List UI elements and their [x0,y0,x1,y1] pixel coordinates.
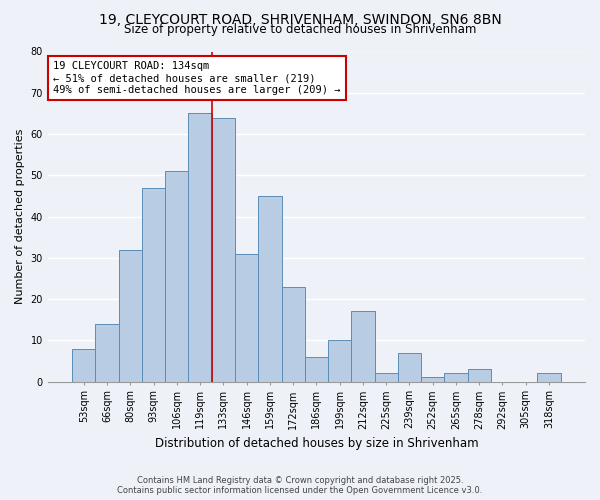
Bar [328,340,351,382]
Bar [374,374,398,382]
Bar [445,374,467,382]
Bar [119,250,142,382]
Text: 19, CLEYCOURT ROAD, SHRIVENHAM, SWINDON, SN6 8BN: 19, CLEYCOURT ROAD, SHRIVENHAM, SWINDON,… [98,12,502,26]
Text: 19 CLEYCOURT ROAD: 134sqm
← 51% of detached houses are smaller (219)
49% of semi: 19 CLEYCOURT ROAD: 134sqm ← 51% of detac… [53,62,341,94]
Bar [258,196,281,382]
Bar [188,114,212,382]
Bar [281,286,305,382]
X-axis label: Distribution of detached houses by size in Shrivenham: Distribution of detached houses by size … [155,437,478,450]
Text: Contains HM Land Registry data © Crown copyright and database right 2025.
Contai: Contains HM Land Registry data © Crown c… [118,476,482,495]
Bar [235,254,258,382]
Bar [538,374,560,382]
Y-axis label: Number of detached properties: Number of detached properties [15,129,25,304]
Bar [212,118,235,382]
Bar [142,188,165,382]
Bar [398,352,421,382]
Bar [72,348,95,382]
Bar [305,357,328,382]
Bar [95,324,119,382]
Bar [165,171,188,382]
Bar [351,312,374,382]
Text: Size of property relative to detached houses in Shrivenham: Size of property relative to detached ho… [124,22,476,36]
Bar [421,378,445,382]
Bar [467,369,491,382]
